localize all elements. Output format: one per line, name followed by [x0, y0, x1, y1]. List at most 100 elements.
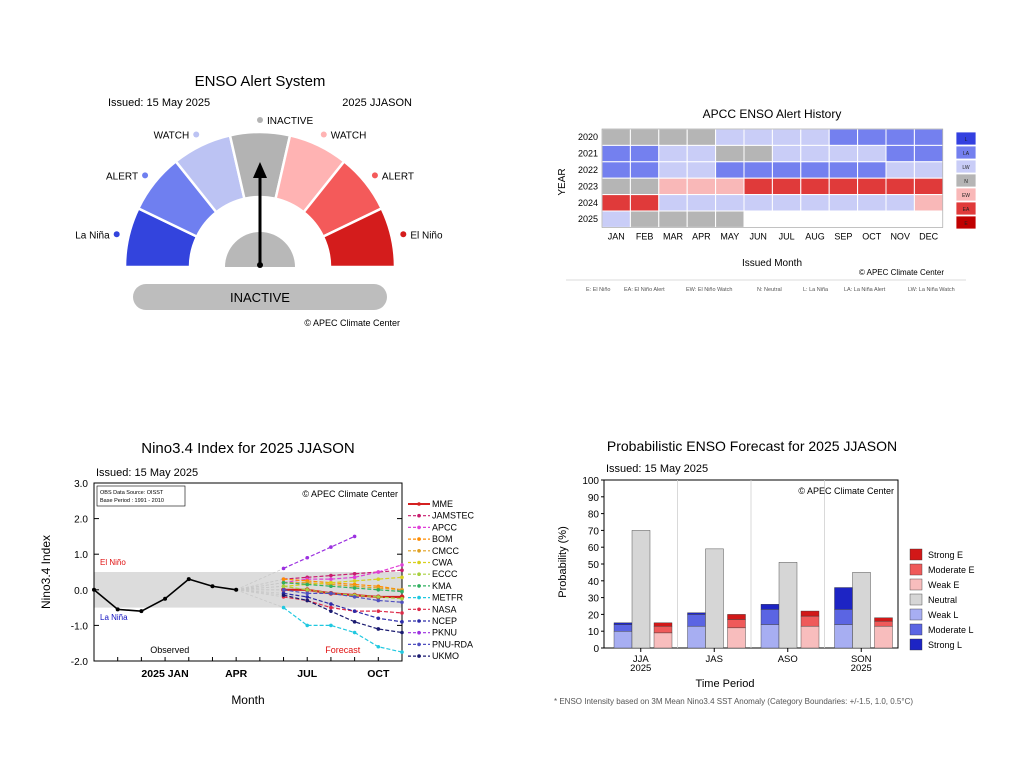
history-year-label: 2022 — [578, 165, 598, 175]
forecast-point — [352, 620, 357, 624]
y-tick-label: 50 — [588, 560, 600, 571]
bar-segment — [705, 548, 724, 649]
history-month-label: JUN — [749, 231, 767, 241]
bar-segment — [834, 624, 853, 649]
observed-point — [139, 609, 144, 614]
history-cell — [913, 177, 944, 196]
forecast-point — [329, 573, 333, 578]
history-cell — [828, 128, 859, 146]
legend-marker — [417, 584, 421, 588]
legend-marker — [417, 549, 421, 553]
forecast-point — [305, 591, 310, 596]
nino-ylabel: Nino3.4 Index — [39, 535, 53, 609]
history-cell — [828, 177, 859, 196]
history-month-label: MAR — [663, 231, 684, 241]
history-cell — [686, 161, 717, 179]
gauge-status-bar — [133, 284, 387, 310]
prob-footnote: * ENSO Intensity based on 3M Mean Nino3.… — [554, 697, 913, 706]
forecast-point — [376, 588, 381, 592]
legend-marker — [417, 537, 421, 541]
probabilistic-forecast-chart: Probabilistic ENSO Forecast for 2025 JJA… — [554, 438, 975, 706]
fan-line — [236, 589, 284, 608]
history-cell — [743, 144, 773, 163]
history-cell — [629, 210, 660, 228]
history-cell — [601, 177, 631, 196]
history-cell — [743, 210, 773, 228]
el-nino-label: El Niño — [100, 558, 126, 567]
bar-segment — [631, 530, 651, 649]
history-legend-swatch — [955, 145, 977, 160]
forecast-point — [305, 595, 310, 599]
bar-segment — [727, 619, 746, 629]
gauge-pointer-head — [253, 162, 267, 178]
history-cell — [885, 161, 915, 179]
observed-point — [163, 596, 168, 601]
y-tick-label: 20 — [588, 610, 600, 621]
gauge-segment-dot — [142, 172, 149, 179]
fan-line — [236, 589, 284, 596]
history-cell — [828, 161, 859, 179]
y-tick-label: 10 — [588, 627, 600, 638]
legend-marker — [417, 560, 421, 565]
legend-label: APCC — [432, 522, 458, 532]
history-xlabel: Issued Month — [742, 258, 802, 269]
history-cell — [686, 194, 717, 212]
history-cell — [715, 161, 745, 179]
gauge-period: 2025 JJASON — [342, 97, 412, 109]
gauge-segment-label: ALERT — [382, 171, 414, 182]
legend-marker — [417, 513, 421, 518]
gauge-segment-label: La Niña — [75, 230, 110, 241]
forecast-point — [376, 570, 381, 574]
enso-alert-history: APCC ENSO Alert History 2020 2021 2022 2023… — [557, 107, 977, 293]
observed-point — [115, 607, 120, 612]
history-legend-label: L — [965, 137, 968, 143]
forecast-line — [283, 589, 403, 603]
history-legend-swatch — [955, 173, 977, 188]
nino34-index-chart: Nino3.4 Index for 2025 JJASON Issued: 15… — [39, 440, 475, 707]
gauge-title: ENSO Alert System — [195, 73, 326, 90]
legend-marker — [417, 607, 421, 612]
bar-segment — [613, 622, 633, 625]
history-month-label: DEC — [919, 231, 939, 241]
history-cell — [629, 194, 660, 212]
legend-label: Strong L — [928, 640, 962, 650]
gauge-segment-dot — [371, 172, 378, 179]
legend-label: Weak L — [928, 610, 958, 620]
history-legend-swatch — [955, 215, 977, 230]
bar-segment — [800, 625, 820, 649]
history-footnote: LA: La Niña Alert — [844, 287, 886, 293]
forecast-line — [283, 582, 403, 591]
gauge-segment-label: El Niño — [410, 230, 443, 241]
fan-line — [235, 568, 284, 591]
history-cell — [800, 161, 830, 179]
history-cell — [715, 194, 745, 212]
history-cell — [857, 128, 887, 146]
history-cell — [828, 194, 859, 212]
history-footnote: EW: El Niño Watch — [686, 287, 732, 293]
history-cell — [857, 161, 887, 179]
history-cell — [913, 161, 944, 179]
y-tick-label: 60 — [588, 543, 600, 554]
bar-segment — [874, 620, 893, 627]
forecast-point — [329, 591, 333, 596]
gauge-pointer-pivot — [257, 262, 263, 268]
history-title: APCC ENSO Alert History — [703, 107, 842, 121]
y-tick-label: 40 — [588, 577, 600, 588]
legend-marker — [417, 572, 421, 576]
history-cell — [771, 128, 802, 146]
history-year-label: 2025 — [578, 214, 598, 224]
history-cell — [800, 194, 830, 212]
x-tick-label: JJA — [633, 654, 650, 665]
legend-label: METFR — [432, 593, 463, 603]
history-cell — [913, 194, 944, 212]
history-footnote: L: La Niña — [803, 287, 829, 293]
history-cell — [629, 128, 660, 146]
legend-label: KMA — [432, 581, 452, 591]
legend-label: NASA — [432, 604, 457, 614]
bar-segment — [874, 625, 893, 649]
forecast-line — [283, 582, 403, 593]
legend-label: JAMSTEC — [432, 511, 475, 521]
forecast-point — [352, 579, 357, 583]
bar-segment — [874, 617, 893, 622]
history-footnote: N: Neutral — [757, 287, 782, 293]
